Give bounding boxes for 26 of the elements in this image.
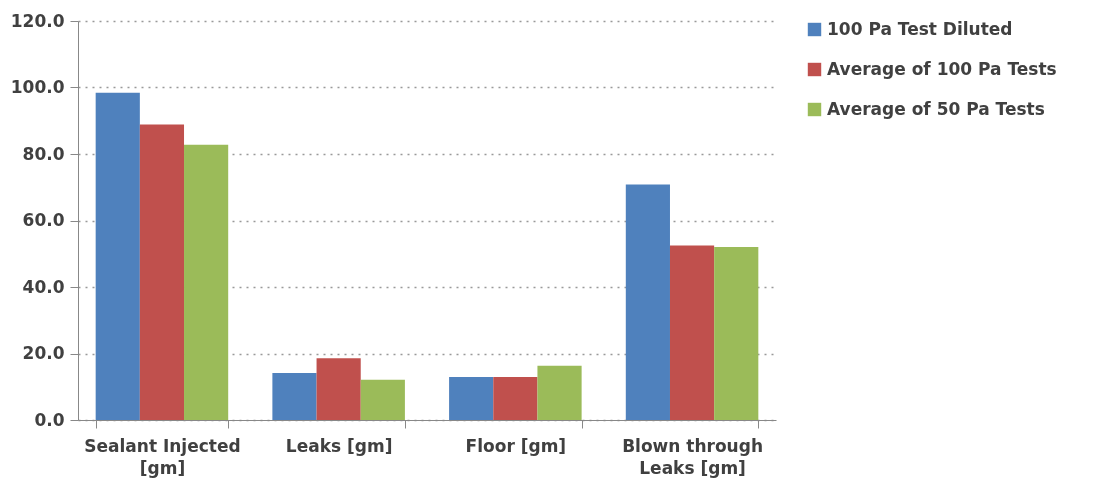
bar <box>139 124 185 420</box>
bar <box>449 377 494 420</box>
y-tick-label: 0.0 <box>34 409 65 430</box>
legend-label: Average of 100 Pa Tests <box>827 58 1057 79</box>
y-tick-label: 80.0 <box>22 143 65 164</box>
bar <box>95 92 140 420</box>
x-tick-label: Sealant Injected [gm] <box>84 435 241 478</box>
bar <box>714 247 759 420</box>
legend-label: Average of 50 Pa Tests <box>827 98 1045 119</box>
y-tick-label: 120.0 <box>10 10 65 31</box>
x-tick-label: Leaks [gm] <box>285 435 393 456</box>
y-tick-label: 100.0 <box>10 77 65 97</box>
legend-label: 100 Pa Test Diluted <box>827 18 1013 39</box>
x-tick-label: Blown through Leaks [gm] <box>622 435 763 478</box>
bar <box>625 184 670 420</box>
bar <box>669 245 715 420</box>
bar <box>537 365 582 420</box>
y-tick-label: 60.0 <box>22 210 65 230</box>
x-tick-label: Floor [gm] <box>465 435 567 456</box>
y-tick-label: 20.0 <box>22 343 65 363</box>
bar <box>360 379 405 420</box>
bar <box>493 377 538 420</box>
bar <box>184 144 229 420</box>
bar <box>272 373 317 420</box>
y-tick-label: 40.0 <box>22 276 65 297</box>
bar <box>316 358 361 420</box>
